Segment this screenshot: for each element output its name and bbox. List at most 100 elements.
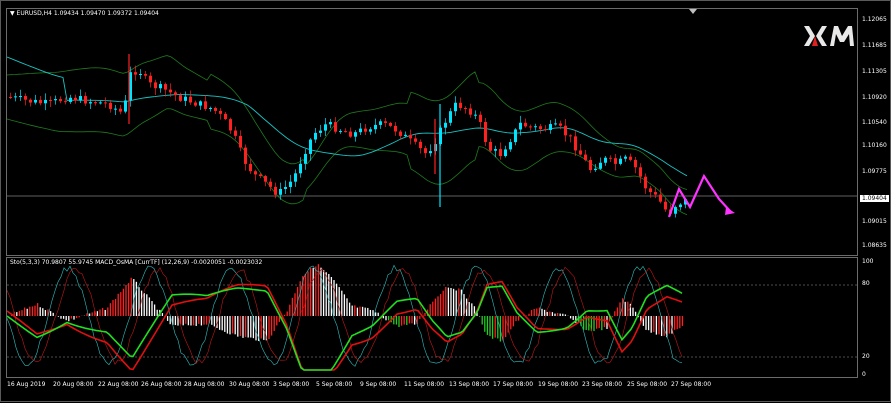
time-label: 25 Sep 08:00 xyxy=(627,381,668,388)
current-price-label: 1.09404 xyxy=(860,195,889,202)
candle-body xyxy=(254,171,257,175)
candle-body xyxy=(414,138,417,142)
candle-body xyxy=(344,131,347,133)
candle-body xyxy=(74,97,77,101)
candle-body xyxy=(409,134,412,139)
candle-body xyxy=(249,163,252,172)
candle-body xyxy=(94,102,97,104)
candle-body xyxy=(604,157,607,163)
bollinger-upper-line xyxy=(7,55,688,190)
candle-body xyxy=(324,124,327,131)
candle-body xyxy=(449,111,452,123)
candle-body xyxy=(269,181,272,187)
candle-body xyxy=(379,121,382,125)
price-tick: 1.09015 xyxy=(862,218,887,225)
candle-body xyxy=(594,168,597,171)
candle-body xyxy=(419,141,422,149)
price-axis: 1.12065 1.11685 1.11305 1.10920 1.10540 1.101… xyxy=(858,8,891,256)
time-label: 5 Sep 08:00 xyxy=(316,381,353,388)
candle-body xyxy=(104,102,107,104)
candle-body xyxy=(479,114,482,122)
candle-body xyxy=(9,97,12,98)
collapse-triangle-icon[interactable]: ▼ xyxy=(10,10,15,17)
candle-body xyxy=(534,126,537,128)
candle-body xyxy=(139,73,142,75)
candle-body xyxy=(509,142,512,150)
projection-zigzag xyxy=(667,173,732,218)
candle-body xyxy=(639,167,642,177)
candle-body xyxy=(644,176,647,189)
time-label: 3 Sep 08:00 xyxy=(273,381,310,388)
candle-body xyxy=(504,149,507,157)
candle-body xyxy=(659,194,662,202)
candle-body xyxy=(614,158,617,164)
candle-body xyxy=(454,102,457,112)
candle-body xyxy=(609,157,612,159)
candle-body xyxy=(574,136,577,151)
candle-body xyxy=(169,89,172,93)
candle-body xyxy=(499,149,502,157)
oscillator-tick: 20 xyxy=(862,353,870,360)
candle-body xyxy=(429,151,432,154)
candle-body xyxy=(259,174,262,177)
candle-body xyxy=(239,135,242,148)
signal-line xyxy=(7,280,683,371)
candle-body xyxy=(234,130,237,136)
candle-body xyxy=(194,102,197,106)
candle-body xyxy=(654,192,657,195)
oscillator-tick: 0 xyxy=(862,371,866,378)
candle-body xyxy=(329,122,332,125)
candle-body xyxy=(119,108,122,112)
candle-body xyxy=(524,122,527,127)
candle-body xyxy=(519,122,522,130)
shift-marker-icon[interactable] xyxy=(689,9,697,14)
candle-body xyxy=(189,96,192,103)
candle-body xyxy=(339,131,342,133)
candle-body xyxy=(199,101,202,106)
candle-body xyxy=(229,119,232,131)
candle-body xyxy=(154,82,157,89)
candle-body xyxy=(59,99,62,102)
oscillator-pane[interactable]: Sto(5,3,3) 70.9807 55.9745 MACD_OsMA [Cu… xyxy=(6,257,858,378)
price-tick: 1.10920 xyxy=(862,94,887,101)
candle-body xyxy=(64,101,67,103)
candle-body xyxy=(124,100,127,112)
candle-body xyxy=(469,108,472,115)
time-label: 22 Aug 08:00 xyxy=(98,381,139,388)
candle-body xyxy=(134,72,137,75)
candle-body xyxy=(54,99,57,101)
candle-body xyxy=(634,159,637,168)
candle-body xyxy=(424,148,427,154)
time-label: 30 Aug 08:00 xyxy=(229,381,270,388)
candle-body xyxy=(569,135,572,137)
candle-body xyxy=(224,113,227,120)
candle-body xyxy=(589,159,592,171)
candle-body xyxy=(464,107,467,109)
candle-body xyxy=(174,92,177,96)
candle-body xyxy=(684,199,687,205)
oscillator-header: Sto(5,3,3) 70.9807 55.9745 MACD_OsMA [Cu… xyxy=(10,259,263,266)
candle-body xyxy=(79,96,82,101)
candle-body xyxy=(399,131,402,136)
candle-body xyxy=(14,96,17,98)
candle-body xyxy=(374,124,377,130)
candle-body xyxy=(209,107,212,109)
candle-body xyxy=(549,124,552,131)
candle-body xyxy=(204,101,207,109)
candle-body xyxy=(384,121,387,123)
candle-body xyxy=(34,99,37,103)
candle-body xyxy=(69,97,72,102)
candle-body xyxy=(184,96,187,101)
price-chart-pane[interactable]: ▼ EURUSD,H4 1.09434 1.09470 1.09372 1.09… xyxy=(6,8,858,256)
moving-average-line xyxy=(7,56,688,177)
main-line xyxy=(7,284,683,371)
candle-body xyxy=(319,130,322,133)
time-label: 11 Sep 08:00 xyxy=(404,381,445,388)
candle-body xyxy=(44,99,47,104)
price-tick: 1.11305 xyxy=(862,68,887,75)
candle-body xyxy=(164,84,167,90)
candle-body xyxy=(309,139,312,154)
time-label: 19 Sep 08:00 xyxy=(538,381,579,388)
time-label: 26 Aug 08:00 xyxy=(141,381,182,388)
candle-body xyxy=(624,156,627,159)
